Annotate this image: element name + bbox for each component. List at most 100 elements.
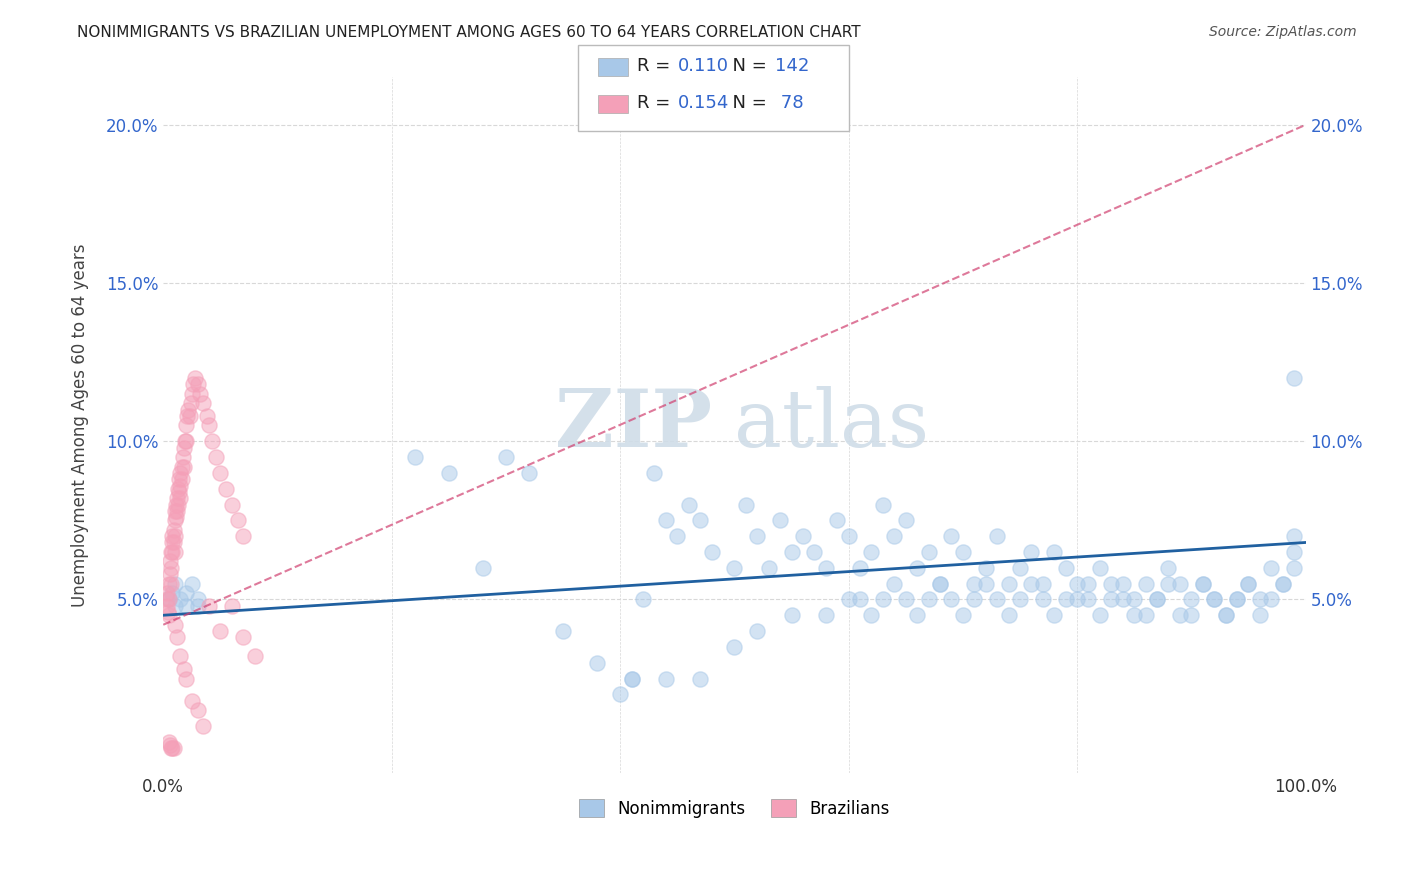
Point bbox=[551, 624, 574, 638]
Point bbox=[963, 592, 986, 607]
Point bbox=[166, 631, 188, 645]
Point bbox=[1249, 592, 1271, 607]
Point bbox=[1032, 592, 1054, 607]
Point bbox=[769, 513, 792, 527]
Point bbox=[917, 545, 939, 559]
Point bbox=[894, 513, 917, 527]
Point bbox=[156, 586, 179, 600]
Point bbox=[159, 738, 181, 752]
Point bbox=[1032, 576, 1054, 591]
Point bbox=[160, 741, 183, 756]
Point bbox=[201, 434, 224, 449]
Y-axis label: Unemployment Among Ages 60 to 64 years: Unemployment Among Ages 60 to 64 years bbox=[72, 244, 89, 607]
Point bbox=[160, 561, 183, 575]
Point bbox=[243, 649, 266, 664]
Point bbox=[180, 576, 202, 591]
Point bbox=[792, 529, 814, 543]
Point bbox=[173, 459, 195, 474]
Point bbox=[1157, 576, 1180, 591]
Point bbox=[162, 535, 184, 549]
Point bbox=[169, 478, 191, 492]
Point bbox=[963, 576, 986, 591]
Point bbox=[195, 409, 218, 423]
Point bbox=[180, 386, 202, 401]
Point bbox=[1237, 576, 1260, 591]
Point bbox=[162, 523, 184, 537]
Point bbox=[929, 576, 952, 591]
Point bbox=[1249, 608, 1271, 623]
Point bbox=[186, 377, 208, 392]
Text: 78: 78 bbox=[775, 95, 803, 112]
Point bbox=[162, 545, 184, 559]
Point bbox=[173, 662, 195, 676]
Point bbox=[929, 576, 952, 591]
Point bbox=[167, 498, 190, 512]
Point bbox=[620, 672, 643, 686]
Point bbox=[162, 529, 184, 543]
Point bbox=[193, 719, 215, 733]
Point bbox=[849, 592, 872, 607]
Point bbox=[1271, 576, 1294, 591]
Text: N =: N = bbox=[721, 95, 773, 112]
Point bbox=[631, 592, 654, 607]
Point bbox=[174, 672, 197, 686]
Point bbox=[174, 434, 197, 449]
Point bbox=[1180, 592, 1202, 607]
Point bbox=[160, 576, 183, 591]
Point bbox=[1168, 576, 1191, 591]
Point bbox=[186, 592, 208, 607]
Point bbox=[169, 649, 191, 664]
Point bbox=[172, 450, 194, 464]
Point bbox=[838, 529, 860, 543]
Point bbox=[156, 592, 179, 607]
Point bbox=[1204, 592, 1226, 607]
Point bbox=[166, 491, 188, 506]
Point bbox=[193, 396, 215, 410]
Point bbox=[1112, 576, 1135, 591]
Point bbox=[232, 529, 254, 543]
Point bbox=[163, 504, 186, 518]
Point bbox=[163, 617, 186, 632]
Point bbox=[1008, 592, 1031, 607]
Point bbox=[1282, 529, 1305, 543]
Point bbox=[184, 371, 207, 385]
Point bbox=[1215, 608, 1237, 623]
Point bbox=[159, 567, 181, 582]
Point bbox=[157, 592, 180, 607]
Point bbox=[163, 576, 186, 591]
Point bbox=[174, 586, 197, 600]
Point bbox=[1054, 592, 1077, 607]
Point bbox=[1226, 592, 1249, 607]
Point bbox=[179, 409, 201, 423]
Point bbox=[226, 513, 249, 527]
Point bbox=[941, 529, 963, 543]
Point bbox=[1237, 576, 1260, 591]
Point bbox=[1180, 608, 1202, 623]
Point bbox=[952, 545, 974, 559]
Point bbox=[215, 482, 238, 496]
Point bbox=[165, 498, 187, 512]
Point bbox=[974, 561, 997, 575]
Point bbox=[167, 472, 190, 486]
Point bbox=[1077, 576, 1099, 591]
Point bbox=[609, 687, 631, 701]
Point bbox=[166, 504, 188, 518]
Point bbox=[177, 402, 200, 417]
Point bbox=[1146, 592, 1168, 607]
Point bbox=[586, 656, 609, 670]
Point bbox=[1123, 592, 1146, 607]
Point bbox=[952, 608, 974, 623]
Text: Source: ZipAtlas.com: Source: ZipAtlas.com bbox=[1209, 25, 1357, 39]
Point bbox=[780, 545, 803, 559]
Text: atlas: atlas bbox=[734, 386, 929, 465]
Point bbox=[1043, 608, 1066, 623]
Point bbox=[1226, 592, 1249, 607]
Point bbox=[163, 599, 186, 613]
Point bbox=[157, 592, 180, 607]
Point bbox=[209, 624, 232, 638]
Point bbox=[872, 592, 894, 607]
Point bbox=[167, 482, 190, 496]
Point bbox=[170, 459, 193, 474]
Point bbox=[156, 605, 179, 619]
Legend: Nonimmigrants, Brazilians: Nonimmigrants, Brazilians bbox=[572, 793, 896, 824]
